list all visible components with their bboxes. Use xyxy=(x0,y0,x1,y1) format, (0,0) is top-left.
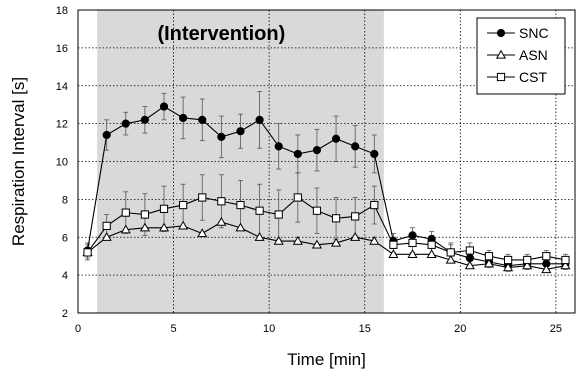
snc-point xyxy=(179,113,188,123)
asn-point xyxy=(273,235,284,245)
x-axis-title: Time [min] xyxy=(287,350,366,369)
snc-point xyxy=(198,115,207,124)
cst-point xyxy=(351,212,360,221)
cst-point xyxy=(236,200,245,210)
asn-point xyxy=(216,216,227,226)
cst-point xyxy=(217,197,226,206)
y-tick-label: 8 xyxy=(62,194,68,206)
y-tick-label: 10 xyxy=(56,157,68,169)
legend-label: CST xyxy=(519,69,547,85)
snc-point xyxy=(217,132,226,141)
asn-point xyxy=(541,264,552,274)
y-tick-label: 4 xyxy=(62,270,68,282)
snc-point xyxy=(121,119,130,128)
asn-point xyxy=(483,258,495,268)
intervention-annotation: (Intervention) xyxy=(157,23,285,45)
legend-item-snc: SNC xyxy=(487,25,549,41)
snc-point xyxy=(140,115,150,124)
asn-point xyxy=(197,228,208,238)
asn-point xyxy=(311,239,323,249)
cst-point xyxy=(255,206,264,215)
asn-point xyxy=(330,237,342,247)
snc-point xyxy=(331,134,341,143)
asn-point xyxy=(560,260,571,270)
snc-point xyxy=(351,142,360,151)
legend-marker xyxy=(496,28,506,38)
cst-point xyxy=(427,240,436,249)
snc-point xyxy=(312,146,322,155)
asn-point xyxy=(503,262,514,272)
snc-point xyxy=(370,149,379,159)
snc-point xyxy=(408,231,417,240)
y-tick-label: 6 xyxy=(62,232,68,244)
asn-point xyxy=(522,260,533,270)
cst-point xyxy=(370,200,379,210)
snc-point xyxy=(293,149,302,159)
x-tick-label: 0 xyxy=(75,323,81,335)
snc-point xyxy=(159,102,169,111)
cst-point xyxy=(542,252,551,261)
asn-point xyxy=(139,222,150,232)
asn-point xyxy=(445,254,456,264)
legend-marker xyxy=(496,72,506,82)
y-tick-label: 14 xyxy=(56,81,68,93)
x-tick-label: 10 xyxy=(263,323,275,335)
y-tick-label: 2 xyxy=(62,308,68,320)
asn-point xyxy=(350,232,361,241)
cst-point xyxy=(198,193,207,202)
asn-point xyxy=(464,260,475,270)
snc-point xyxy=(274,142,283,151)
cst-point xyxy=(446,248,455,257)
y-axis-title: Respiration Interval [s] xyxy=(9,77,28,246)
asn-point xyxy=(292,235,303,245)
x-tick-label: 15 xyxy=(359,323,371,335)
x-tick-label: 20 xyxy=(454,323,466,335)
legend-item-cst: CST xyxy=(487,69,547,85)
cst-point xyxy=(293,193,302,202)
x-tick-label: 5 xyxy=(171,323,177,335)
legend-label: SNC xyxy=(519,25,549,41)
cst-point xyxy=(274,210,283,219)
cst-point xyxy=(561,255,570,265)
cst-point xyxy=(484,252,494,261)
y-tick-label: 12 xyxy=(56,119,68,131)
cst-point xyxy=(83,248,92,257)
cst-point xyxy=(140,210,150,219)
asn-point xyxy=(388,249,399,258)
cst-point xyxy=(179,200,188,210)
asn-point xyxy=(369,235,380,245)
legend-label: ASN xyxy=(519,47,548,63)
snc-point xyxy=(236,127,245,136)
asn-point xyxy=(254,232,265,241)
legend-box xyxy=(476,17,566,95)
snc-point xyxy=(102,130,111,140)
plot-area xyxy=(77,9,576,314)
cst-point xyxy=(389,240,398,249)
cst-point xyxy=(331,214,341,223)
legend-item-asn: ASN xyxy=(487,47,548,63)
cst-point xyxy=(159,204,169,213)
asn-point xyxy=(178,220,189,230)
asn-point xyxy=(235,222,246,232)
cst-point xyxy=(408,238,417,248)
asn-point xyxy=(426,249,437,258)
asn-point xyxy=(158,222,170,232)
cst-point xyxy=(523,255,532,265)
cst-point xyxy=(102,221,111,230)
legend-marker xyxy=(495,49,507,59)
asn-point xyxy=(120,224,131,234)
x-tick-label: 25 xyxy=(550,323,562,335)
legend: SNC ASN CST xyxy=(476,17,566,95)
y-tick-label: 18 xyxy=(56,5,68,17)
y-tick-label: 16 xyxy=(56,43,68,55)
cst-point xyxy=(465,246,474,255)
snc-point xyxy=(255,115,264,124)
cst-point xyxy=(312,206,322,215)
cst-point xyxy=(121,208,130,217)
cst-point xyxy=(503,255,513,265)
asn-point xyxy=(101,232,112,241)
asn-point xyxy=(407,249,418,258)
